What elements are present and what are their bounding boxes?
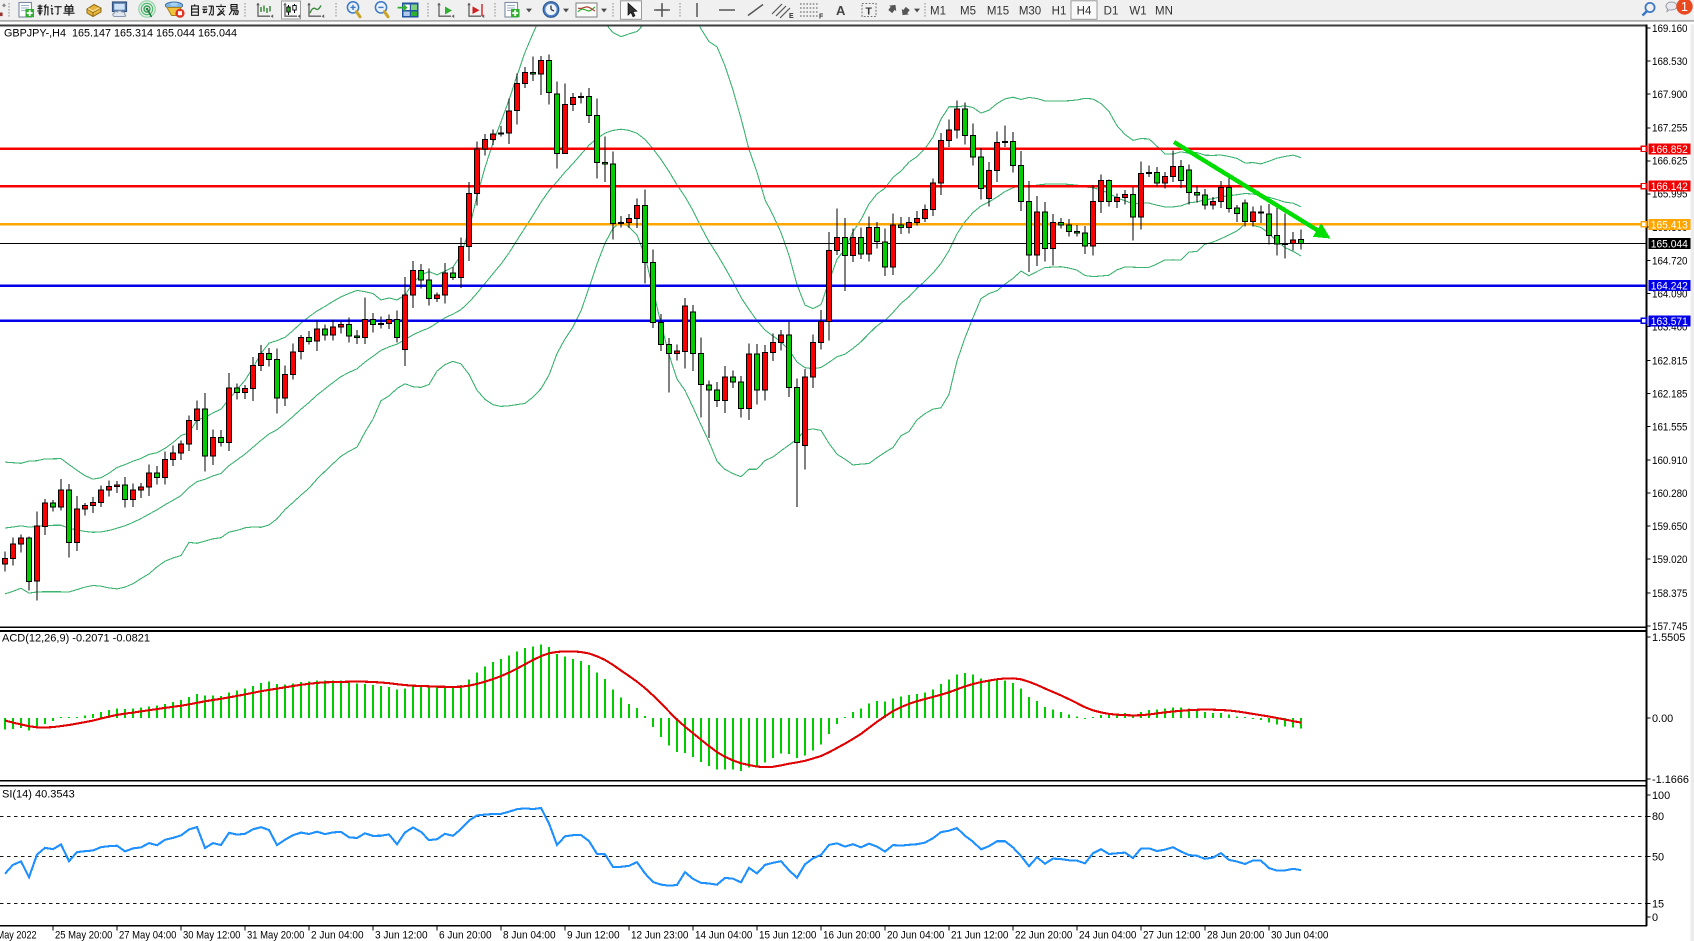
svg-text:30 Jun 04:00: 30 Jun 04:00: [1271, 930, 1328, 941]
svg-text:M15: M15: [987, 5, 1009, 17]
svg-text:F: F: [819, 14, 824, 21]
svg-text:168.530: 168.530: [1652, 56, 1688, 68]
svg-text:164.242: 164.242: [1651, 281, 1688, 293]
svg-text:158.375: 158.375: [1652, 588, 1688, 600]
svg-text:162.815: 162.815: [1652, 355, 1688, 367]
svg-text:15: 15: [1652, 899, 1664, 911]
svg-text:167.255: 167.255: [1652, 123, 1688, 135]
svg-text:T: T: [866, 6, 873, 18]
svg-text:50: 50: [1652, 852, 1664, 864]
svg-text:2 Jun 04:00: 2 Jun 04:00: [311, 930, 364, 941]
svg-text:165.413: 165.413: [1651, 219, 1688, 231]
svg-text:0.00: 0.00: [1652, 713, 1673, 725]
svg-text:25 May 20:00: 25 May 20:00: [55, 930, 112, 941]
svg-text:160.280: 160.280: [1652, 488, 1688, 500]
svg-text:20 Jun 04:00: 20 Jun 04:00: [887, 930, 944, 941]
svg-text:21 Jun 12:00: 21 Jun 12:00: [951, 930, 1008, 941]
svg-text:30 May 12:00: 30 May 12:00: [183, 930, 240, 941]
svg-text:80: 80: [1652, 811, 1664, 823]
svg-text:M30: M30: [1019, 5, 1041, 17]
svg-text:6 Jun 20:00: 6 Jun 20:00: [439, 930, 492, 941]
svg-text:-1.1666: -1.1666: [1652, 774, 1689, 786]
svg-text:16 Jun 20:00: 16 Jun 20:00: [823, 930, 880, 941]
svg-text:157.745: 157.745: [1652, 621, 1688, 633]
svg-text:159.020: 159.020: [1652, 554, 1688, 566]
svg-text:166.142: 166.142: [1651, 181, 1688, 193]
svg-text:166.625: 166.625: [1652, 156, 1688, 168]
svg-text:165.044: 165.044: [1651, 239, 1688, 251]
svg-text:3 Jun 12:00: 3 Jun 12:00: [375, 930, 428, 941]
svg-text:8 Jun 04:00: 8 Jun 04:00: [503, 930, 556, 941]
svg-text:24 Jun 04:00: 24 Jun 04:00: [1079, 930, 1136, 941]
svg-text:162.185: 162.185: [1652, 388, 1688, 400]
svg-text:M1: M1: [930, 5, 946, 17]
svg-text:163.571: 163.571: [1651, 316, 1688, 328]
svg-text:H1: H1: [1052, 5, 1067, 17]
svg-text:169.160: 169.160: [1652, 23, 1688, 35]
svg-text:1: 1: [1681, 0, 1688, 14]
svg-text:159.650: 159.650: [1652, 521, 1688, 533]
svg-text:MN: MN: [1155, 5, 1173, 17]
svg-text:GBPJPY-,H4 165.147 165.314 16: GBPJPY-,H4 165.147 165.314 165.044 165.0…: [4, 28, 237, 40]
svg-text:28 Jun 20:00: 28 Jun 20:00: [1207, 930, 1264, 941]
svg-text:M5: M5: [960, 5, 976, 17]
svg-text:1.5505: 1.5505: [1652, 632, 1685, 644]
svg-text:15 Jun 12:00: 15 Jun 12:00: [759, 930, 816, 941]
svg-text:25 May 2022: 25 May 2022: [0, 930, 37, 941]
svg-text:160.910: 160.910: [1652, 455, 1688, 467]
svg-text:12 Jun 23:00: 12 Jun 23:00: [631, 930, 688, 941]
svg-text:14 Jun 04:00: 14 Jun 04:00: [695, 930, 752, 941]
svg-text:9 Jun 12:00: 9 Jun 12:00: [567, 930, 620, 941]
svg-text:ACD(12,26,9) -0.2071 -0.0821: ACD(12,26,9) -0.2071 -0.0821: [2, 633, 150, 645]
svg-text:166.852: 166.852: [1651, 144, 1688, 156]
svg-text:161.555: 161.555: [1652, 421, 1688, 433]
svg-text:H4: H4: [1077, 5, 1092, 17]
svg-text:165.995: 165.995: [1652, 189, 1688, 201]
svg-text:W1: W1: [1129, 5, 1146, 17]
svg-text:27 May 04:00: 27 May 04:00: [119, 930, 176, 941]
svg-text:167.900: 167.900: [1652, 89, 1688, 101]
svg-text:100: 100: [1652, 790, 1670, 802]
svg-text:22 Jun 20:00: 22 Jun 20:00: [1015, 930, 1072, 941]
svg-text:31 May 20:00: 31 May 20:00: [247, 930, 304, 941]
svg-text:D1: D1: [1104, 5, 1119, 17]
svg-text:0: 0: [1652, 912, 1658, 924]
svg-text:164.090: 164.090: [1652, 289, 1688, 301]
svg-text:E: E: [789, 13, 794, 20]
svg-text:164.720: 164.720: [1652, 256, 1688, 268]
svg-text:SI(14) 40.3543: SI(14) 40.3543: [2, 789, 75, 801]
svg-text:A: A: [836, 3, 846, 18]
svg-text:27 Jun 12:00: 27 Jun 12:00: [1143, 930, 1200, 941]
